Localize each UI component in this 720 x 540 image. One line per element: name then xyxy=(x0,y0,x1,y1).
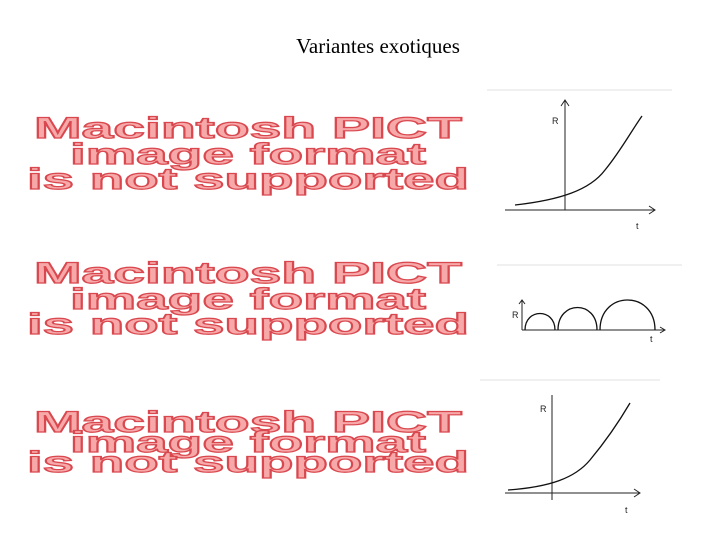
graph-sketch: R t xyxy=(487,89,672,231)
pict-placeholder: Macintosh PICT image format is not suppo… xyxy=(26,111,469,196)
graph-sketch: R t xyxy=(480,379,660,515)
graph-sketch: R t xyxy=(497,264,682,344)
placeholder-line: image format xyxy=(70,283,426,316)
placeholder-line: Macintosh PICT xyxy=(34,406,462,439)
y-axis-label: R xyxy=(512,310,519,320)
arrow xyxy=(560,99,570,107)
curve xyxy=(507,402,631,491)
arrow xyxy=(648,205,656,215)
pict-placeholder: Macintosh PICT image format is not suppo… xyxy=(26,256,469,341)
curve xyxy=(514,115,643,206)
arrow xyxy=(659,326,666,334)
placeholder-line: Macintosh PICT xyxy=(34,112,462,145)
arrow xyxy=(518,299,526,305)
pict-placeholder: Macintosh PICT image format is not suppo… xyxy=(26,405,469,479)
y-axis-label: R xyxy=(552,116,559,126)
placeholder-line: image format xyxy=(70,426,426,459)
placeholder-line: image format xyxy=(70,138,426,171)
arrow xyxy=(633,488,641,498)
x-axis-label: t xyxy=(650,334,653,344)
curve xyxy=(524,299,656,331)
slide-title: Variantes exotiques xyxy=(296,34,460,58)
placeholder-line: is not supported xyxy=(27,163,469,196)
placeholder-line: is not supported xyxy=(27,446,469,479)
y-axis-label: R xyxy=(540,404,547,414)
x-axis-label: t xyxy=(625,505,628,515)
placeholder-line: is not supported xyxy=(27,308,469,341)
placeholder-line: Macintosh PICT xyxy=(34,257,462,290)
x-axis-label: t xyxy=(636,221,639,231)
